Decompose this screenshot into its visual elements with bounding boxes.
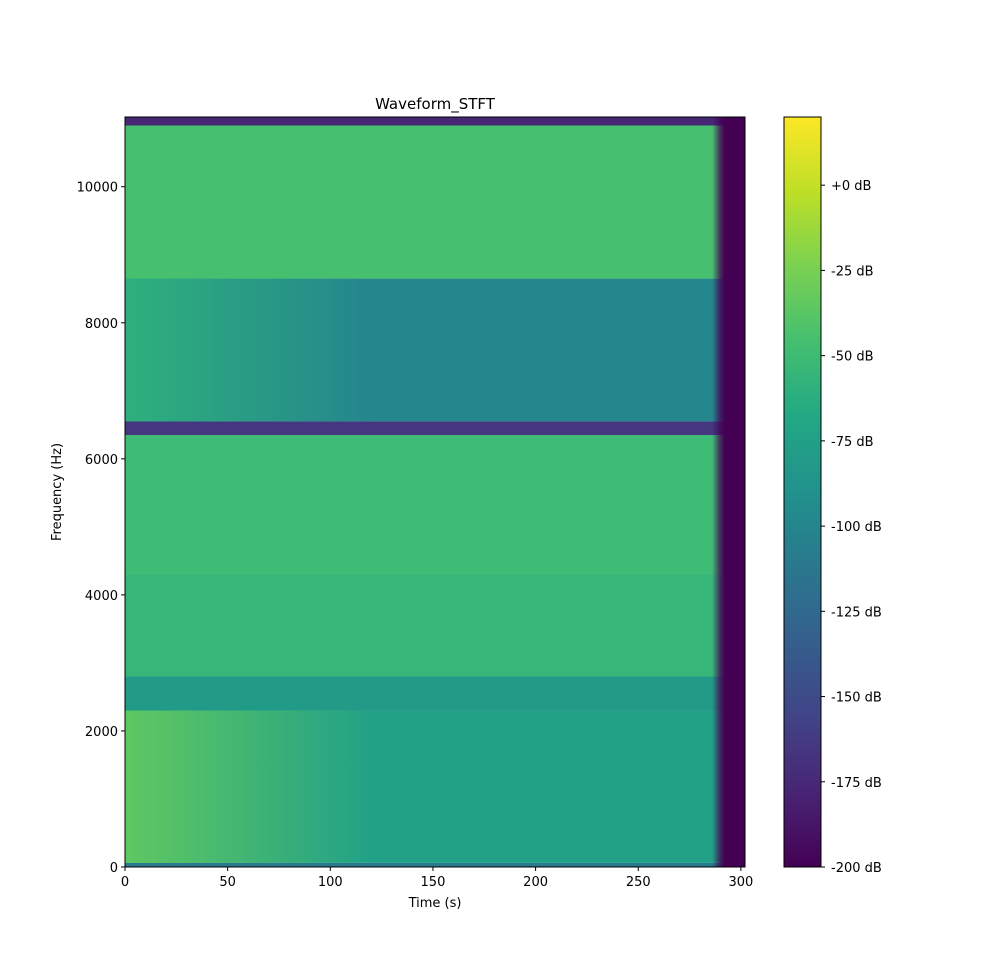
x-tick-label: 250: [626, 875, 651, 890]
colorbar-tick-label: +0 dB: [831, 179, 871, 194]
plot-frame: [124, 116, 746, 868]
y-tick-label: 8000: [85, 317, 118, 332]
band-7: [125, 125, 725, 279]
band-3: [125, 574, 725, 677]
band-8: [125, 117, 725, 126]
band-0: [125, 862, 725, 867]
spectrogram-heatmap: [125, 117, 745, 867]
x-axis-ticks: 0 50 100 150 200 250 300: [121, 867, 753, 890]
colorbar-tick-label: -200 dB: [831, 861, 882, 876]
x-tick-label: 150: [421, 875, 446, 890]
band-2: [125, 676, 725, 711]
y-axis-ticks: 0 2000 4000 6000 8000 10000: [77, 181, 125, 876]
colorbar-tick-label: -25 dB: [831, 264, 874, 279]
y-axis-label: Frequency (Hz): [50, 443, 65, 541]
silence-tail: [724, 117, 745, 867]
colorbar-tick-label: -150 dB: [831, 691, 882, 706]
x-axis-label: Time (s): [408, 896, 462, 911]
chart-title: Waveform_STFT: [375, 95, 496, 114]
x-tick-label: 0: [121, 875, 129, 890]
y-tick-label: 2000: [85, 725, 118, 740]
colorbar-tick-label: -75 dB: [831, 435, 874, 450]
band-6-early-energy: [125, 278, 372, 422]
colorbar-ticks: -200 dB -175 dB -150 dB -125 dB -100 dB -75 d…: [821, 179, 882, 876]
y-tick-label: 0: [110, 861, 118, 876]
colorbar-tick-label: -125 dB: [831, 605, 882, 620]
band-5: [125, 421, 725, 436]
colorbar-tick-label: -50 dB: [831, 350, 874, 365]
x-tick-label: 100: [318, 875, 343, 890]
band-1-early-energy: [125, 710, 372, 863]
y-tick-label: 10000: [77, 181, 118, 196]
x-tick-label: 50: [219, 875, 236, 890]
x-tick-label: 300: [728, 875, 753, 890]
colorbar-tick-label: -100 dB: [831, 520, 882, 535]
colorbar-frame: [783, 116, 822, 868]
y-tick-label: 6000: [85, 453, 118, 468]
x-tick-label: 200: [523, 875, 548, 890]
y-tick-label: 4000: [85, 589, 118, 604]
colorbar: [784, 117, 821, 867]
band-4: [125, 435, 725, 575]
colorbar-tick-label: -175 dB: [831, 776, 882, 791]
signal-fade-out: [712, 117, 725, 867]
